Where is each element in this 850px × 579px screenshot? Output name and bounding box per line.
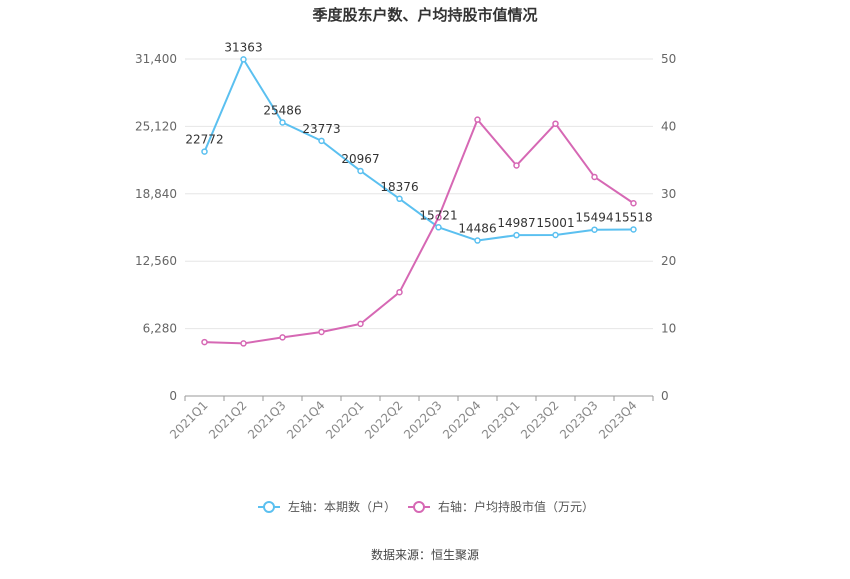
y-right-tick-label: 50 bbox=[661, 52, 676, 66]
series-1-point[interactable] bbox=[513, 231, 520, 239]
series-2-point[interactable] bbox=[552, 120, 559, 127]
series-1-point[interactable] bbox=[279, 119, 286, 126]
data-label: 31363 bbox=[224, 40, 262, 54]
y-left-tick-label: 25,120 bbox=[135, 119, 177, 133]
x-tick-label: 2021Q1 bbox=[167, 398, 211, 442]
legend-item-2[interactable]: 右轴：户均持股市值（万元） bbox=[408, 499, 594, 514]
grid-layer bbox=[185, 58, 653, 330]
series-1-point[interactable] bbox=[591, 226, 598, 233]
y-left-tick-label: 18,840 bbox=[135, 187, 177, 201]
legend-marker bbox=[413, 501, 425, 513]
y-left-tick-label: 6,280 bbox=[143, 322, 177, 336]
series-layer bbox=[201, 56, 637, 347]
legend-label: 左轴：本期数（户） bbox=[288, 499, 396, 514]
series-2-point[interactable] bbox=[240, 340, 247, 347]
series-1-point[interactable] bbox=[318, 137, 325, 145]
series-2-point[interactable] bbox=[201, 338, 208, 346]
series-1-point[interactable] bbox=[396, 195, 403, 203]
data-label: 15721 bbox=[419, 208, 457, 222]
series-2-point[interactable] bbox=[474, 116, 481, 123]
series-2-point[interactable] bbox=[591, 173, 598, 181]
source-note: 数据来源：恒生聚源 bbox=[371, 547, 479, 562]
y-right-tick-label: 30 bbox=[661, 187, 676, 201]
series-2-point[interactable] bbox=[396, 288, 403, 296]
y-left-tick-label: 31,400 bbox=[135, 52, 177, 66]
x-tick-label: 2022Q1 bbox=[323, 398, 367, 442]
data-label: 15001 bbox=[536, 216, 574, 230]
x-tick-label: 2023Q4 bbox=[596, 398, 640, 442]
series-1-point[interactable] bbox=[240, 56, 247, 63]
y-left-tick-label: 0 bbox=[169, 389, 177, 403]
series-1-point[interactable] bbox=[630, 226, 637, 233]
x-tick-label: 2021Q4 bbox=[284, 398, 328, 442]
legend-item-1[interactable]: 左轴：本期数（户） bbox=[258, 499, 396, 514]
x-tick-label: 2023Q3 bbox=[557, 398, 601, 442]
y-right-tick-label: 20 bbox=[661, 254, 676, 268]
series-1-point[interactable] bbox=[201, 148, 208, 155]
series-1-point[interactable] bbox=[435, 224, 442, 231]
legend-marker bbox=[263, 501, 275, 513]
data-label: 20967 bbox=[341, 152, 379, 166]
data-label: 15494 bbox=[575, 211, 613, 225]
x-tick-label: 2023Q1 bbox=[479, 398, 523, 442]
x-tick-label: 2021Q2 bbox=[206, 398, 250, 442]
series-2-point[interactable] bbox=[318, 328, 325, 336]
data-label: 15518 bbox=[614, 210, 652, 224]
series-2-point[interactable] bbox=[435, 214, 442, 221]
y-right-tick-label: 40 bbox=[661, 119, 676, 133]
data-label: 14486 bbox=[458, 222, 496, 236]
x-tick-label: 2021Q3 bbox=[245, 398, 289, 442]
series-line-1 bbox=[203, 58, 634, 242]
data-label: 23773 bbox=[302, 122, 340, 136]
x-tick-label: 2022Q4 bbox=[440, 398, 484, 442]
axis-layer: 0 6,280 12,560 18,840 25,120 31,400 0 10 20 30 40 5… bbox=[135, 52, 676, 442]
y-right-tick-label: 10 bbox=[661, 322, 676, 336]
data-label: 25486 bbox=[263, 103, 301, 117]
series-1-point[interactable] bbox=[552, 231, 559, 239]
series-2-point[interactable] bbox=[630, 199, 637, 207]
chart-title: 季度股东户数、户均持股市值情况 bbox=[312, 6, 537, 24]
series-line-2 bbox=[204, 118, 635, 345]
y-left-tick-label: 12,560 bbox=[135, 254, 177, 268]
series-2-point[interactable] bbox=[513, 162, 520, 169]
x-tick-label: 2023Q2 bbox=[518, 398, 562, 442]
series-2-point[interactable] bbox=[357, 320, 364, 328]
x-tick-label: 2022Q3 bbox=[401, 398, 445, 442]
data-label: 18376 bbox=[380, 180, 418, 194]
legend[interactable]: 左轴：本期数（户） 右轴：户均持股市值（万元） bbox=[258, 499, 594, 514]
x-tick-label: 2022Q2 bbox=[362, 398, 406, 442]
legend-label: 右轴：户均持股市值（万元） bbox=[438, 499, 594, 514]
series-1-point[interactable] bbox=[474, 237, 481, 244]
series-1-point[interactable] bbox=[357, 167, 364, 175]
y-right-tick-label: 0 bbox=[661, 389, 669, 403]
series-2-point[interactable] bbox=[279, 334, 286, 341]
data-label: 22772 bbox=[185, 133, 223, 147]
data-label: 14987 bbox=[497, 216, 535, 230]
